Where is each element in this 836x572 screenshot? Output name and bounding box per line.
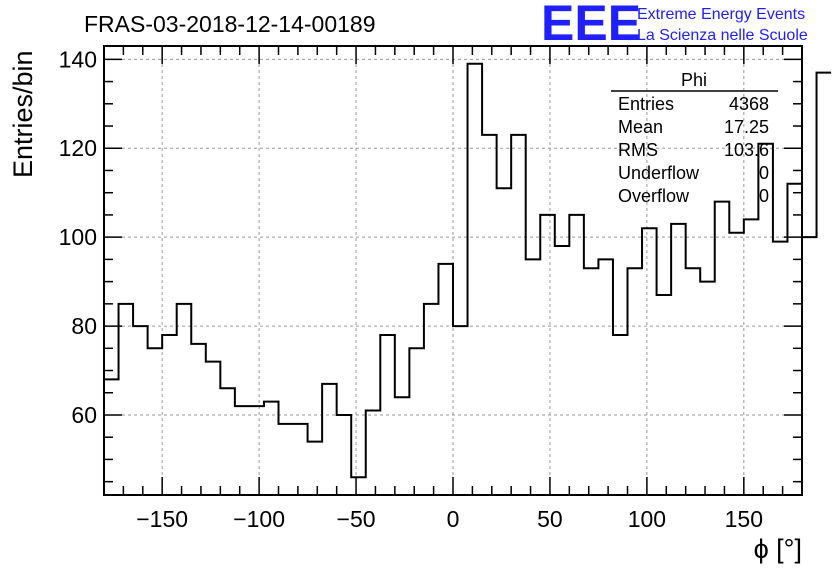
y-tick-label: 80 bbox=[71, 313, 97, 339]
x-tick-label: 100 bbox=[628, 506, 666, 532]
x-tick-label: 0 bbox=[447, 506, 460, 532]
x-tick-label: 50 bbox=[537, 506, 563, 532]
y-tick-label: 60 bbox=[71, 402, 97, 428]
stats-box-title: Phi bbox=[681, 70, 707, 90]
x-tick-label: −50 bbox=[337, 506, 376, 532]
stats-box: Phi Entries 4368 Mean 17.25 RMS 103.6 Underflo… bbox=[611, 70, 778, 206]
x-tick-label: −100 bbox=[233, 506, 285, 532]
stats-box-rows: Entries 4368 Mean 17.25 RMS 103.6 Underflow 0 Ov… bbox=[618, 94, 769, 206]
y-tick-label: 100 bbox=[59, 224, 97, 250]
axis-ticks bbox=[104, 46, 802, 495]
stats-row-value: 17.25 bbox=[724, 117, 769, 137]
stats-row-value: 0 bbox=[759, 163, 769, 183]
chart-title: FRAS-03-2018-12-14-00189 bbox=[84, 11, 376, 37]
stats-row-value: 103.6 bbox=[724, 140, 769, 160]
y-tick-label: 140 bbox=[59, 46, 97, 72]
stats-row-label: Overflow bbox=[618, 186, 690, 206]
eee-logo: EEE bbox=[541, 0, 641, 51]
stats-row-label: Entries bbox=[618, 94, 674, 114]
stats-row-value: 0 bbox=[759, 186, 769, 206]
y-axis-title: Entries/bin bbox=[8, 50, 38, 178]
stats-row-value: 4368 bbox=[729, 94, 769, 114]
x-tick-label: 150 bbox=[725, 506, 763, 532]
x-tick-label: −150 bbox=[136, 506, 188, 532]
stats-row-label: Underflow bbox=[618, 163, 700, 183]
histogram-line bbox=[104, 62, 832, 479]
y-tick-labels: 60 80 100 120 140 bbox=[59, 46, 97, 428]
x-tick-labels: −150 −100 −50 0 50 100 150 bbox=[136, 506, 763, 532]
stats-row-label: RMS bbox=[618, 140, 658, 160]
x-axis-title: ϕ [°] bbox=[754, 534, 802, 564]
logo-line-1: Extreme Energy Events bbox=[637, 6, 805, 23]
stats-row-label: Mean bbox=[618, 117, 663, 137]
y-tick-label: 120 bbox=[59, 135, 97, 161]
logo-line-2: La Scienza nelle Scuole bbox=[637, 27, 808, 44]
